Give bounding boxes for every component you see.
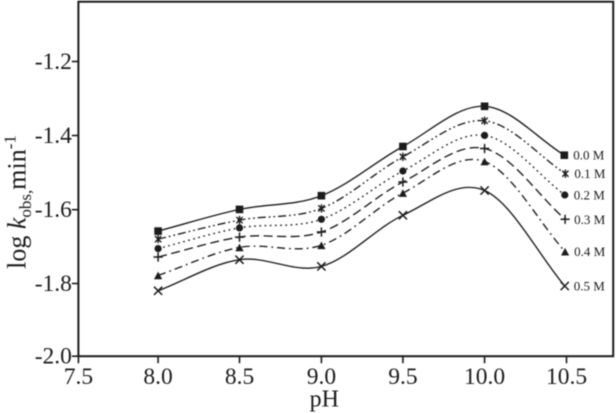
svg-text:0.2 M: 0.2 M — [574, 188, 606, 203]
svg-text:0.4 M: 0.4 M — [574, 244, 606, 259]
svg-text:10.0: 10.0 — [464, 364, 505, 390]
svg-text:-1.8: -1.8 — [35, 271, 72, 297]
svg-text:-1.6: -1.6 — [35, 197, 72, 223]
svg-text:-1.4: -1.4 — [35, 123, 72, 149]
svg-text:pH: pH — [310, 387, 339, 413]
svg-text:0.5 M: 0.5 M — [574, 279, 606, 294]
svg-text:8.0: 8.0 — [143, 364, 172, 390]
svg-text:0.0 M: 0.0 M — [573, 148, 605, 163]
svg-text:10.5: 10.5 — [546, 364, 587, 390]
svg-text:0.1 M: 0.1 M — [574, 166, 606, 181]
svg-text:9.5: 9.5 — [388, 364, 417, 390]
svg-text:9.0: 9.0 — [307, 364, 336, 390]
svg-text:log kobs,min-1: log kobs,min-1 — [1, 135, 36, 269]
svg-text:8.5: 8.5 — [225, 364, 254, 390]
svg-text:-2.0: -2.0 — [35, 344, 72, 370]
svg-text:-1.2: -1.2 — [35, 49, 72, 75]
svg-text:0.3 M: 0.3 M — [574, 212, 606, 227]
svg-text:7.5: 7.5 — [64, 364, 93, 390]
